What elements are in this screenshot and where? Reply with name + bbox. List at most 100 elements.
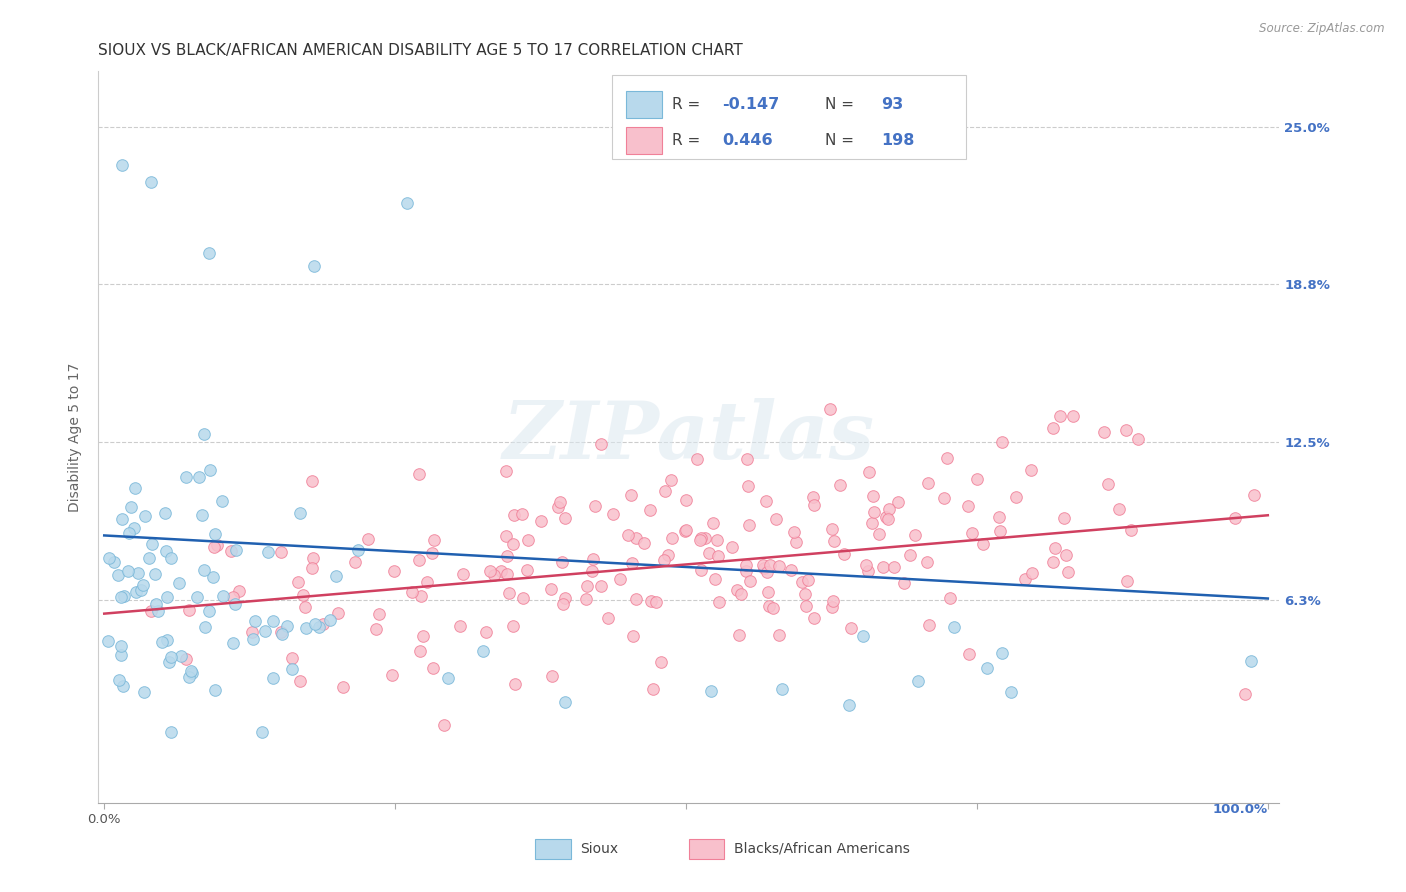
Point — [693, 531, 716, 545]
Point — [1021, 566, 1043, 580]
Point — [125, 584, 148, 599]
Point — [617, 527, 640, 541]
Point — [1053, 511, 1076, 525]
Point — [652, 553, 675, 567]
Point — [451, 566, 474, 581]
Point — [768, 628, 790, 642]
Point — [107, 567, 129, 582]
Point — [887, 495, 910, 509]
Point — [489, 565, 512, 579]
Point — [111, 679, 134, 693]
Point — [706, 549, 728, 563]
Point — [155, 506, 177, 520]
Text: N =: N = — [825, 133, 859, 148]
Point — [200, 463, 222, 477]
Point — [224, 598, 246, 612]
Point — [1019, 463, 1042, 477]
Point — [1000, 685, 1022, 699]
Point — [174, 652, 197, 666]
Text: ZIPatlas: ZIPatlas — [503, 399, 875, 475]
Point — [1042, 555, 1064, 569]
Point — [852, 629, 875, 643]
Point — [823, 594, 845, 608]
Point — [758, 585, 780, 599]
Point — [225, 543, 247, 558]
Point — [186, 591, 208, 605]
Point — [598, 611, 620, 625]
Point — [988, 524, 1011, 538]
Point — [271, 627, 294, 641]
Point — [725, 583, 748, 598]
Point — [141, 537, 163, 551]
Point — [751, 558, 773, 572]
Point — [325, 568, 347, 582]
Point — [111, 511, 134, 525]
Point — [860, 516, 883, 531]
Point — [496, 567, 519, 582]
Point — [503, 677, 526, 691]
Point — [503, 508, 526, 522]
Point — [177, 670, 200, 684]
Point — [976, 661, 998, 675]
Point — [103, 555, 125, 569]
Point — [482, 568, 505, 582]
Point — [609, 572, 631, 586]
Point — [1223, 510, 1246, 524]
Point — [495, 464, 517, 478]
Point — [654, 484, 676, 499]
Point — [160, 725, 183, 739]
Point — [292, 588, 315, 602]
Point — [204, 527, 226, 541]
Point — [893, 576, 915, 591]
Bar — [689, 838, 724, 859]
Text: R =: R = — [672, 97, 706, 112]
Point — [124, 481, 146, 495]
Point — [803, 491, 825, 505]
Point — [943, 619, 966, 633]
Point — [707, 595, 730, 609]
Point — [180, 664, 202, 678]
Point — [301, 561, 323, 575]
Point — [1243, 488, 1265, 502]
Point — [193, 563, 215, 577]
Point — [796, 599, 818, 614]
Point — [591, 579, 613, 593]
Point — [956, 499, 979, 513]
Point — [395, 195, 418, 210]
Point — [159, 650, 181, 665]
Point — [621, 629, 644, 643]
Point — [735, 452, 758, 467]
Point — [575, 591, 598, 606]
Point — [118, 525, 141, 540]
Point — [686, 451, 709, 466]
Point — [540, 669, 562, 683]
Point — [479, 565, 502, 579]
Point — [703, 572, 725, 586]
Bar — [536, 838, 571, 859]
Point — [856, 564, 879, 578]
Point — [661, 531, 683, 545]
Point — [898, 549, 921, 563]
Point — [1108, 502, 1130, 516]
Point — [139, 175, 162, 189]
Point — [690, 563, 713, 577]
Point — [862, 489, 884, 503]
Point — [141, 604, 163, 618]
Point — [1126, 432, 1149, 446]
Point — [155, 544, 177, 558]
Point — [180, 665, 202, 680]
Point — [156, 632, 179, 647]
Point — [675, 523, 697, 537]
Point — [276, 618, 298, 632]
Point — [204, 683, 226, 698]
Point — [917, 475, 939, 490]
Point — [794, 587, 817, 601]
Bar — [626, 128, 662, 154]
Point — [624, 531, 647, 545]
Point — [583, 500, 606, 514]
Point — [932, 491, 955, 506]
Point — [287, 575, 309, 590]
Point — [112, 589, 135, 603]
Point — [496, 549, 519, 563]
Point — [770, 681, 793, 696]
